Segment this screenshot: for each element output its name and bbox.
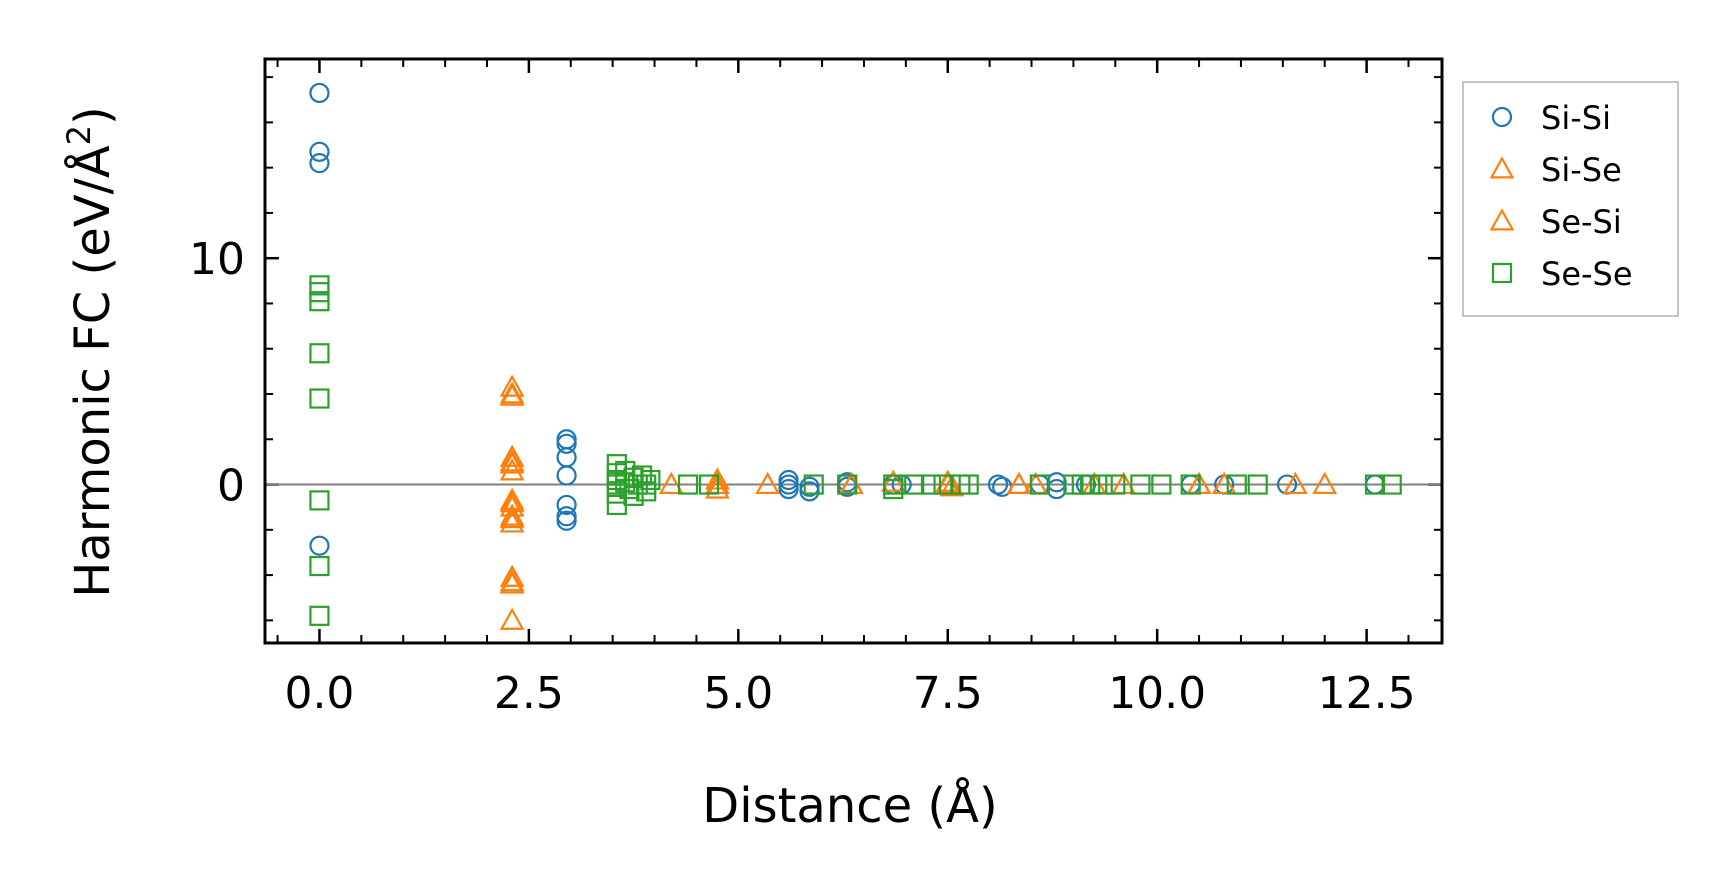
data-point-si-se	[499, 564, 525, 587]
data-point-si-si	[556, 510, 577, 531]
data-point-si-se	[499, 510, 525, 533]
legend-marker-si-si	[1491, 106, 1513, 128]
legend-marker-se-se	[1491, 262, 1513, 284]
data-point-si-si	[1046, 472, 1067, 493]
data-point-se-si	[499, 569, 525, 592]
data-point-se-se	[309, 490, 330, 511]
data-point-se-se	[1080, 474, 1101, 495]
data-point-si-si	[309, 535, 330, 556]
data-point-se-se	[1364, 474, 1386, 495]
legend-label-se-si: Se-Si	[1541, 203, 1622, 241]
data-point-se-si	[1006, 471, 1032, 495]
y-axis-label-close: )	[65, 106, 121, 125]
data-point-se-se	[803, 474, 824, 495]
data-point-se-se	[883, 478, 904, 500]
data-point-si-si	[556, 447, 577, 468]
y-axis-label-superscript: 2	[60, 125, 98, 145]
data-point-se-si	[499, 489, 525, 513]
data-point-se-se	[623, 485, 644, 506]
data-point-se-si	[499, 449, 525, 472]
x-tick-label: 7.5	[913, 668, 983, 719]
data-point-se-se	[1180, 474, 1201, 495]
data-point-se-se	[309, 291, 330, 312]
data-point-si-se	[499, 607, 525, 630]
x-tick-label: 0.0	[284, 668, 354, 719]
data-point-se-se	[920, 474, 942, 495]
data-point-si-se	[880, 469, 906, 492]
data-point-si-si	[1046, 478, 1067, 500]
plot-frame	[263, 57, 1444, 645]
y-tick-label: 0	[217, 461, 245, 512]
data-point-si-se	[939, 474, 965, 497]
legend-box	[1462, 81, 1679, 317]
data-point-se-se	[958, 474, 979, 495]
data-point-se-si	[499, 383, 525, 406]
x-tick-label: 12.5	[1318, 668, 1416, 719]
data-point-se-se	[1151, 474, 1172, 495]
x-tick-label: 10.0	[1108, 668, 1206, 719]
x-tick-label: 5.0	[703, 668, 773, 719]
data-point-se-se	[1092, 474, 1113, 495]
data-point-se-se	[677, 474, 699, 495]
data-point-si-si	[556, 429, 577, 450]
data-point-se-se	[309, 388, 330, 409]
legend-marker-se-si	[1489, 208, 1515, 231]
tick-marks	[265, 59, 1442, 643]
data-point-se-si	[499, 505, 525, 529]
data-point-si-se	[499, 374, 525, 397]
data-point-si-se	[1312, 471, 1338, 495]
data-point-si-se	[1283, 471, 1308, 495]
data-point-si-si	[309, 82, 330, 104]
legend-markers	[1489, 106, 1515, 284]
data-point-se-se	[1105, 474, 1126, 495]
data-point-si-si	[309, 141, 330, 162]
data-point-si-se	[499, 444, 525, 467]
y-axis-label-main: Harmonic FC (eV/Å	[64, 145, 121, 598]
y-tick-label: 10	[189, 234, 245, 285]
data-point-se-se	[309, 555, 330, 577]
data-point-se-se	[904, 474, 925, 495]
legend: Si-Si Si-Se Se-Si Se-Se	[1462, 81, 1679, 317]
legend-label-si-si: Si-Si	[1541, 99, 1611, 137]
legend-label-si-se: Si-Se	[1541, 151, 1622, 189]
data-points	[309, 82, 1402, 630]
legend-label-se-se: Se-Se	[1541, 255, 1633, 293]
data-point-se-se	[636, 474, 657, 495]
data-point-si-si	[556, 506, 577, 527]
data-point-se-se	[1029, 474, 1050, 495]
data-point-se-se	[933, 474, 954, 495]
data-point-si-se	[1211, 471, 1237, 495]
data-point-si-se	[658, 471, 684, 495]
data-point-se-se	[1381, 474, 1402, 495]
data-point-si-si	[556, 465, 577, 486]
data-point-se-se	[309, 605, 330, 626]
data-point-si-si	[556, 494, 577, 516]
legend-marker-si-se	[1489, 156, 1515, 179]
x-tick-label: 2.5	[494, 668, 564, 719]
y-axis-label: Harmonic FC (eV/Å2)	[60, 106, 121, 598]
data-point-se-se	[837, 474, 858, 495]
data-point-se-se	[1247, 474, 1268, 495]
data-point-si-si	[556, 433, 577, 454]
data-point-si-se	[705, 476, 730, 499]
data-point-si-si	[309, 153, 330, 174]
data-point-se-se	[640, 469, 661, 491]
data-point-si-si	[799, 476, 820, 497]
data-point-se-se	[1130, 474, 1151, 495]
data-point-se-se	[309, 343, 330, 364]
data-point-si-se	[499, 494, 525, 517]
data-point-si-si	[778, 478, 799, 500]
data-point-si-se	[755, 471, 781, 495]
data-point-se-se	[1226, 474, 1247, 495]
data-point-se-se	[698, 474, 720, 495]
tick-labels: 0.0 2.5 5.0 7.5 10.0 12.5 0 10	[189, 234, 1416, 719]
x-axis-label: Distance (Å)	[702, 777, 997, 834]
